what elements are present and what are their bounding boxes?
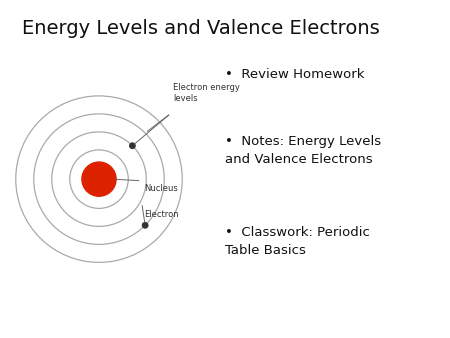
Ellipse shape: [143, 223, 148, 228]
Text: •  Notes: Energy Levels
and Valence Electrons: • Notes: Energy Levels and Valence Elect…: [225, 135, 381, 166]
Ellipse shape: [130, 143, 135, 148]
Text: Energy Levels and Valence Electrons: Energy Levels and Valence Electrons: [22, 19, 380, 38]
Text: Electron energy
levels: Electron energy levels: [173, 83, 240, 103]
Ellipse shape: [82, 162, 116, 196]
Text: •  Review Homework: • Review Homework: [225, 68, 364, 80]
Text: Electron: Electron: [144, 210, 179, 219]
Text: •  Classwork: Periodic
Table Basics: • Classwork: Periodic Table Basics: [225, 226, 370, 258]
Text: Nucleus: Nucleus: [144, 184, 178, 193]
